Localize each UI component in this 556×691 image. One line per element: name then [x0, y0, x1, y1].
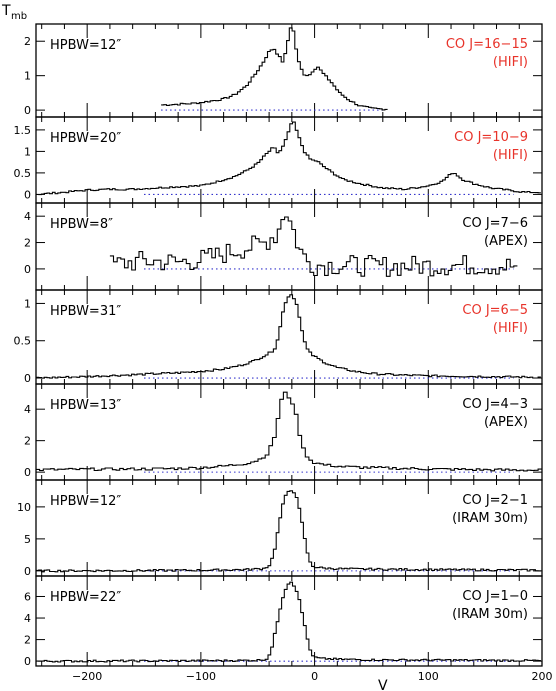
y-tick-label-co-2-1: 0: [24, 565, 31, 578]
hpbw-label-co-6-5: HPBW=31″: [50, 304, 121, 319]
y-tick-label-co-4-3: 0: [24, 466, 31, 479]
y-tick-label-co-1-0: 6: [24, 590, 31, 603]
y-tick-label-co-1-0: 2: [24, 634, 31, 647]
instrument-label-co-10-9: (HIFI): [493, 148, 528, 163]
y-tick-label-co-6-5: 1: [24, 297, 31, 310]
y-tick-label-co-4-3: 4: [24, 403, 31, 416]
y-tick-label-co-7-6: 0: [24, 263, 31, 276]
instrument-label-co-1-0: (IRAM 30m): [452, 607, 528, 622]
spectrum-co-1-0: [36, 581, 541, 663]
y-tick-label-co-6-5: 0.5: [14, 335, 32, 348]
x-tick-label: 100: [418, 670, 439, 683]
line-label-co-16-15: CO J=16−15: [446, 37, 528, 52]
x-axis-label: V: [378, 678, 388, 691]
x-tick-label: −200: [72, 670, 102, 683]
y-tick-label-co-2-1: 5: [24, 533, 31, 546]
line-label-co-2-1: CO J=2−1: [462, 493, 528, 508]
spectrum-co-7-6: [109, 216, 518, 277]
spectrum-co-2-1: [36, 490, 541, 573]
x-tick-label: 0: [311, 670, 318, 683]
y-tick-label-co-16-15: 2: [24, 35, 31, 48]
y-tick-label-co-10-9: 1: [24, 145, 31, 158]
spectrum-co-16-15: [161, 27, 388, 111]
y-axis-label: T: [1, 3, 11, 19]
y-tick-label-co-7-6: 2: [24, 237, 31, 250]
y-tick-label-co-10-9: 0: [24, 188, 31, 201]
line-label-co-7-6: CO J=7−6: [462, 216, 528, 231]
hpbw-label-co-2-1: HPBW=12″: [50, 494, 121, 509]
x-tick-label: −100: [186, 670, 216, 683]
instrument-label-co-6-5: (HIFI): [493, 321, 528, 336]
panel-frame-co-1-0: [35, 575, 543, 667]
y-tick-label-co-10-9: 0.5: [14, 167, 32, 180]
line-label-co-1-0: CO J=1−0: [462, 589, 528, 604]
instrument-label-co-7-6: (APEX): [484, 234, 528, 249]
y-tick-label-co-2-1: 10: [17, 501, 31, 514]
y-tick-label-co-4-3: 2: [24, 435, 31, 448]
y-tick-label-co-10-9: 1.5: [14, 124, 32, 137]
hpbw-label-co-10-9: HPBW=20″: [50, 131, 121, 146]
instrument-label-co-16-15: (HIFI): [493, 55, 528, 70]
line-label-co-4-3: CO J=4−3: [462, 397, 528, 412]
y-axis-label-sub: mb: [11, 11, 27, 22]
instrument-label-co-4-3: (APEX): [484, 415, 528, 430]
spectrum-co-4-3: [36, 391, 542, 472]
y-tick-label-co-1-0: 4: [24, 612, 31, 625]
y-tick-label-co-1-0: 0: [24, 655, 31, 668]
y-tick-label-co-7-6: 4: [24, 210, 31, 223]
y-tick-label-co-16-15: 1: [24, 70, 31, 83]
hpbw-label-co-16-15: HPBW=12″: [50, 38, 121, 53]
hpbw-label-co-1-0: HPBW=22″: [50, 590, 121, 605]
hpbw-label-co-4-3: HPBW=13″: [50, 398, 121, 413]
line-label-co-10-9: CO J=10−9: [454, 130, 528, 145]
spectrum-co-6-5: [36, 294, 541, 379]
y-tick-label-co-16-15: 0: [24, 104, 31, 117]
x-tick-label: 200: [532, 670, 553, 683]
hpbw-label-co-7-6: HPBW=8″: [50, 217, 113, 232]
y-tick-label-co-6-5: 0: [24, 372, 31, 385]
spectrum-co-10-9: [36, 121, 541, 196]
line-label-co-6-5: CO J=6−5: [462, 303, 528, 318]
instrument-label-co-2-1: (IRAM 30m): [452, 511, 528, 526]
